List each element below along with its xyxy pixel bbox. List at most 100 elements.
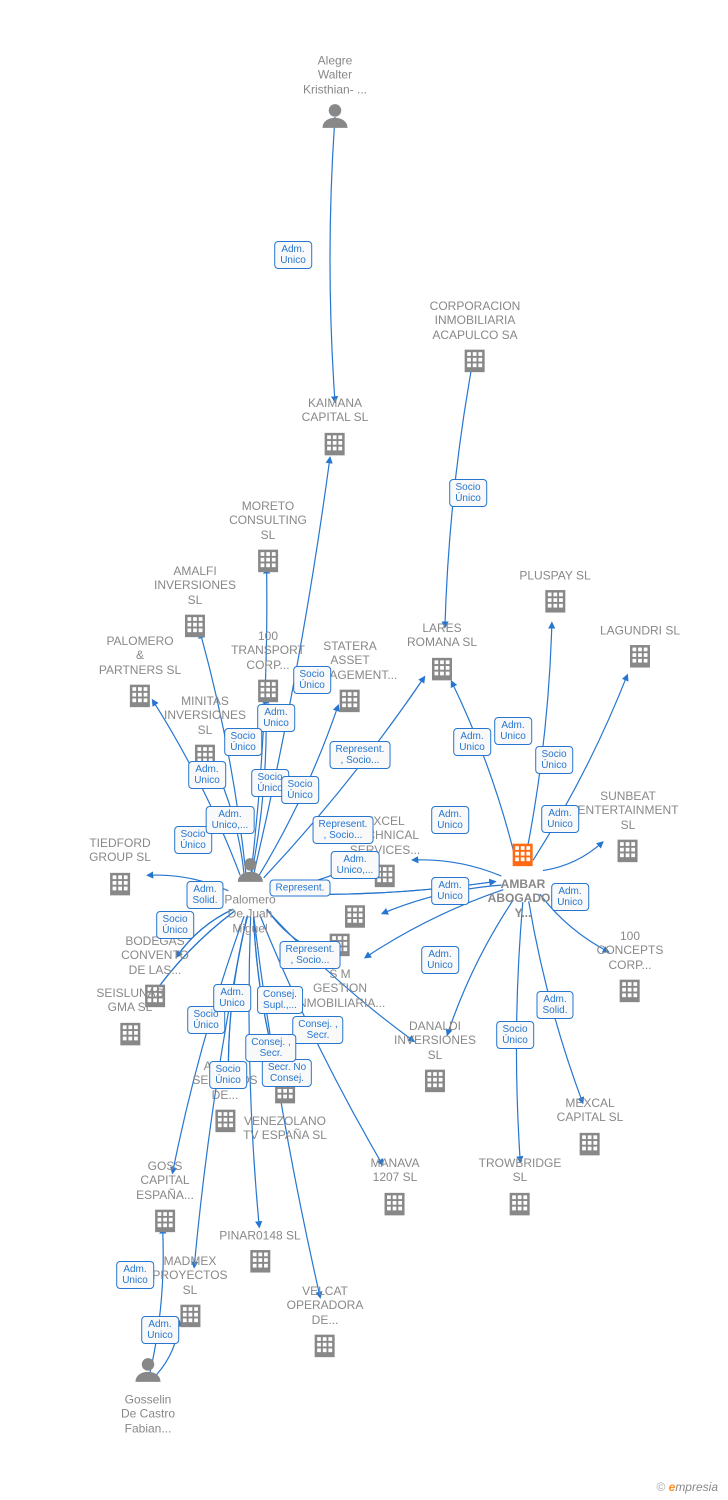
node-label: VENEZOLANO TV ESPAÑA SL: [243, 1114, 327, 1143]
node-mexcal[interactable]: MEXCAL CAPITAL SL: [557, 1096, 624, 1164]
node-pluspay[interactable]: PLUSPAY SL: [519, 568, 590, 621]
node-manava[interactable]: MANAVA 1207 SL: [371, 1156, 420, 1224]
company-icon: [89, 869, 151, 904]
edge-label: Adm. Unico: [431, 806, 469, 834]
node-label: SUNBEAT ENTERTAINMENT SL: [578, 789, 679, 832]
company-icon: [371, 1189, 420, 1224]
company-icon: [96, 1019, 163, 1054]
node-label: SEISLUNAS GMA SL: [96, 986, 163, 1015]
edge-label: Consej. , Secr.: [245, 1034, 296, 1062]
node-trowbridge[interactable]: TROWBRIDGE SL: [479, 1156, 562, 1224]
node-label: Alegre Walter Kristhian- ...: [303, 53, 367, 96]
node-velcat[interactable]: VELCAT OPERADORA DE...: [287, 1284, 364, 1366]
node-label: TIEDFORD GROUP SL: [89, 836, 151, 865]
edge-label: Adm. Unico: [141, 1316, 179, 1344]
edge-label: Adm. Unico: [541, 805, 579, 833]
node-label: CORPORACION INMOBILIARIA ACAPULCO SA: [430, 299, 521, 342]
edge-label: Adm. Solid.: [536, 991, 573, 1019]
company-icon: [287, 1331, 364, 1366]
company-icon: [600, 642, 680, 677]
node-label: BODEGAS CONVENTO DE LAS...: [121, 934, 189, 977]
company-icon: [488, 840, 559, 875]
node-label: KAIMANA CAPITAL SL: [302, 396, 369, 425]
node-hundredc[interactable]: 100 CONCEPTS CORP...: [597, 929, 664, 1011]
edge-label: Represent. , Socio...: [280, 941, 341, 969]
edge-label: Adm. Unico: [551, 883, 589, 911]
node-label: Palomero De Juan Miguel: [224, 892, 275, 935]
edge-label: Socio Único: [156, 911, 194, 939]
edge-label: Represent.: [270, 880, 331, 897]
node-label: LAGUNDRI SL: [600, 623, 680, 637]
person-icon: [303, 101, 367, 137]
company-icon: [578, 836, 679, 871]
person-icon: [224, 854, 275, 890]
edge-label: Consej. , Secr.: [292, 1016, 343, 1044]
edge-label: Adm. Unico,...: [331, 851, 380, 879]
brand-rest: mpresia: [675, 1480, 718, 1494]
copyright-symbol: ©: [656, 1480, 665, 1494]
company-icon: [136, 1206, 194, 1241]
node-tiedford[interactable]: TIEDFORD GROUP SL: [89, 836, 151, 904]
node-gosselin[interactable]: Gosselin De Castro Fabian...: [121, 1354, 175, 1435]
edge-label: Adm. Unico,...: [206, 806, 255, 834]
edge-label: Adm. Unico: [257, 704, 295, 732]
company-icon: [479, 1189, 562, 1224]
node-alegre[interactable]: Alegre Walter Kristhian- ...: [303, 53, 367, 136]
edge-label: Socio Único: [224, 728, 262, 756]
node-pinar[interactable]: PINAR0148 SL: [219, 1228, 300, 1281]
node-label: AMBAR ABOGADOS Y...: [488, 877, 559, 920]
node-label: PALOMERO & PARTNERS SL: [99, 634, 181, 677]
edge-label: Socio Único: [535, 746, 573, 774]
edge: [330, 117, 335, 402]
node-label: TROWBRIDGE SL: [479, 1156, 562, 1185]
node-palomero[interactable]: Palomero De Juan Miguel: [224, 854, 275, 935]
company-icon: [229, 546, 307, 581]
edge-label: Consej. Supl.,...: [257, 986, 303, 1014]
company-icon: [557, 1129, 624, 1164]
edge-label: Socio Único: [496, 1021, 534, 1049]
node-label: 100 TRANSPORT CORP...: [231, 629, 305, 672]
edge-label: Adm. Unico: [421, 946, 459, 974]
company-icon: [394, 1066, 476, 1101]
edge-label: Adm. Unico: [213, 984, 251, 1012]
node-label: MADMEX PROYECTOS SL: [152, 1254, 227, 1297]
node-sunbeat[interactable]: SUNBEAT ENTERTAINMENT SL: [578, 789, 679, 871]
node-seislunas[interactable]: SEISLUNAS GMA SL: [96, 986, 163, 1054]
edge-label: Adm. Unico: [116, 1261, 154, 1289]
node-label: DANALDI INVERSIONES SL: [394, 1019, 476, 1062]
node-label: VELCAT OPERADORA DE...: [287, 1284, 364, 1327]
node-label: PLUSPAY SL: [519, 568, 590, 582]
node-label: GOSS CAPITAL ESPAÑA...: [136, 1159, 194, 1202]
edge-label: Adm. Solid.: [186, 881, 223, 909]
node-lares[interactable]: LARES ROMANA SL: [407, 621, 477, 689]
edge-label: Represent. , Socio...: [330, 741, 391, 769]
edge-label: Adm. Unico: [431, 877, 469, 905]
edge-label: Socio Único: [281, 776, 319, 804]
edge-label: Adm. Unico: [453, 728, 491, 756]
edge-label: Socio Único: [209, 1061, 247, 1089]
node-label: 100 CONCEPTS CORP...: [597, 929, 664, 972]
company-icon: [519, 587, 590, 622]
node-label: PINAR0148 SL: [219, 1228, 300, 1242]
node-label: MORETO CONSULTING SL: [229, 499, 307, 542]
company-icon: [430, 346, 521, 381]
edge-label: Adm. Unico: [494, 717, 532, 745]
node-label: Gosselin De Castro Fabian...: [121, 1392, 175, 1435]
edge-label: Secr. No Consej.: [262, 1059, 312, 1087]
node-label: S M GESTION INMOBILIARIA...: [295, 967, 386, 1010]
watermark: © empresia: [656, 1480, 718, 1494]
node-label: MEXCAL CAPITAL SL: [557, 1096, 624, 1125]
node-ambar[interactable]: AMBAR ABOGADOS Y...: [488, 840, 559, 920]
company-icon: [302, 429, 369, 464]
edge-label: Adm. Unico: [274, 241, 312, 269]
company-icon: [219, 1247, 300, 1282]
company-icon: [407, 654, 477, 689]
node-moreto[interactable]: MORETO CONSULTING SL: [229, 499, 307, 581]
node-danaldi[interactable]: DANALDI INVERSIONES SL: [394, 1019, 476, 1101]
node-goss[interactable]: GOSS CAPITAL ESPAÑA...: [136, 1159, 194, 1241]
node-kaimana[interactable]: KAIMANA CAPITAL SL: [302, 396, 369, 464]
edge-label: Socio Único: [293, 666, 331, 694]
node-label: MANAVA 1207 SL: [371, 1156, 420, 1185]
node-corpacap[interactable]: CORPORACION INMOBILIARIA ACAPULCO SA: [430, 299, 521, 381]
node-lagundri[interactable]: LAGUNDRI SL: [600, 623, 680, 676]
